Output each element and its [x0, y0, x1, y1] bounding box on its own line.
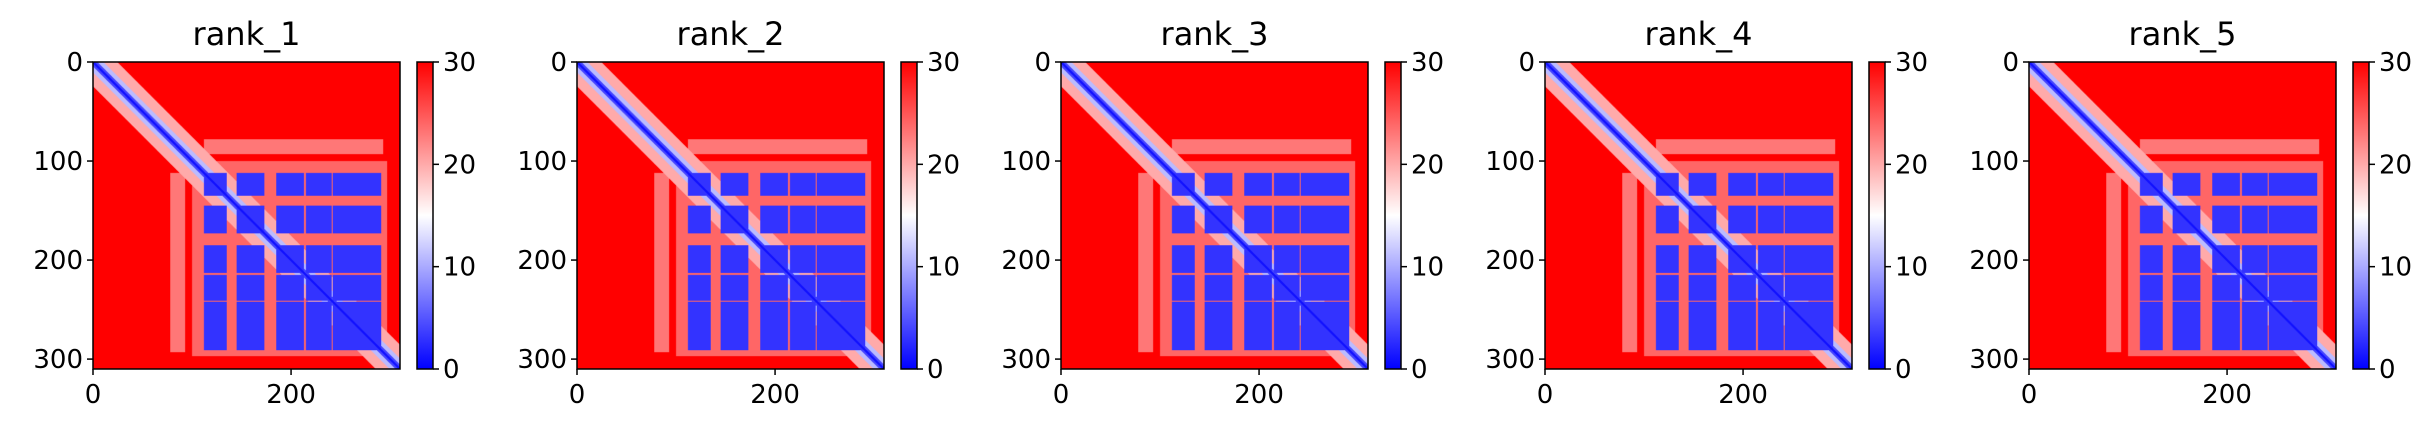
- x-tick-label: 200: [266, 380, 316, 410]
- axes-frame: [576, 61, 885, 370]
- axes-frame: [1544, 61, 1853, 370]
- colorbar: [1868, 61, 1886, 370]
- colorbar: [2352, 61, 2370, 370]
- panel-title: rank_1: [193, 15, 301, 53]
- colorbar-tick-label: 30: [1411, 48, 1444, 78]
- panel-title: rank_3: [1161, 15, 1269, 53]
- y-tick-label: 200: [1001, 246, 1051, 276]
- y-tick-label: 100: [1969, 147, 2019, 177]
- colorbar-tick-label: 20: [2379, 150, 2412, 180]
- y-tick-label: 100: [33, 147, 83, 177]
- x-tick-label: 0: [569, 380, 586, 410]
- axes-frame: [1060, 61, 1369, 370]
- heatmap-image: [1545, 62, 1852, 369]
- colorbar-tick-label: 30: [443, 48, 476, 78]
- x-tick-label: 200: [1718, 380, 1768, 410]
- x-tick-label: 200: [750, 380, 800, 410]
- y-tick-label: 100: [517, 147, 567, 177]
- y-tick-label: 200: [33, 246, 83, 276]
- heatmap-image: [2029, 62, 2336, 369]
- axes-frame: [2028, 61, 2337, 370]
- colorbar-tick-label: 10: [1411, 253, 1444, 283]
- panel-title: rank_4: [1645, 15, 1753, 53]
- y-tick-label: 300: [1485, 345, 1535, 375]
- colorbar: [1384, 61, 1402, 370]
- colorbar-tick-label: 0: [1895, 355, 1912, 385]
- colorbar-tick-label: 0: [2379, 355, 2396, 385]
- colorbar-tick-label: 0: [443, 355, 460, 385]
- x-tick-label: 0: [85, 380, 102, 410]
- x-tick-label: 200: [2202, 380, 2252, 410]
- x-tick-label: 200: [1234, 380, 1284, 410]
- colorbar-tick-label: 20: [1895, 150, 1928, 180]
- y-tick-label: 300: [1969, 345, 2019, 375]
- y-tick-label: 0: [66, 48, 83, 78]
- colorbar-tick-label: 10: [927, 253, 960, 283]
- y-tick-label: 300: [517, 345, 567, 375]
- colorbar: [900, 61, 918, 370]
- y-tick-label: 200: [517, 246, 567, 276]
- heatmap-image: [93, 62, 400, 369]
- colorbar-tick-label: 30: [927, 48, 960, 78]
- x-tick-label: 0: [1537, 380, 1554, 410]
- colorbar-tick-label: 10: [2379, 253, 2412, 283]
- colorbar-tick-label: 0: [1411, 355, 1428, 385]
- y-tick-label: 100: [1485, 147, 1535, 177]
- colorbar-tick-label: 0: [927, 355, 944, 385]
- y-tick-label: 300: [33, 345, 83, 375]
- y-tick-label: 300: [1001, 345, 1051, 375]
- y-tick-label: 200: [1485, 246, 1535, 276]
- y-tick-label: 0: [1034, 48, 1051, 78]
- y-tick-label: 200: [1969, 246, 2019, 276]
- heatmap-image: [1061, 62, 1368, 369]
- colorbar-tick-label: 20: [927, 150, 960, 180]
- x-tick-label: 0: [1053, 380, 1070, 410]
- colorbar: [416, 61, 434, 370]
- panel-title: rank_5: [2129, 15, 2237, 53]
- x-tick-label: 0: [2021, 380, 2038, 410]
- colorbar-tick-label: 10: [1895, 253, 1928, 283]
- panel-title: rank_2: [677, 15, 785, 53]
- axes-frame: [92, 61, 401, 370]
- y-tick-label: 0: [1518, 48, 1535, 78]
- colorbar-tick-label: 10: [443, 253, 476, 283]
- y-tick-label: 0: [2002, 48, 2019, 78]
- y-tick-label: 100: [1001, 147, 1051, 177]
- colorbar-tick-label: 30: [1895, 48, 1928, 78]
- colorbar-tick-label: 30: [2379, 48, 2412, 78]
- y-tick-label: 0: [550, 48, 567, 78]
- colorbar-tick-label: 20: [443, 150, 476, 180]
- heatmap-image: [577, 62, 884, 369]
- colorbar-tick-label: 20: [1411, 150, 1444, 180]
